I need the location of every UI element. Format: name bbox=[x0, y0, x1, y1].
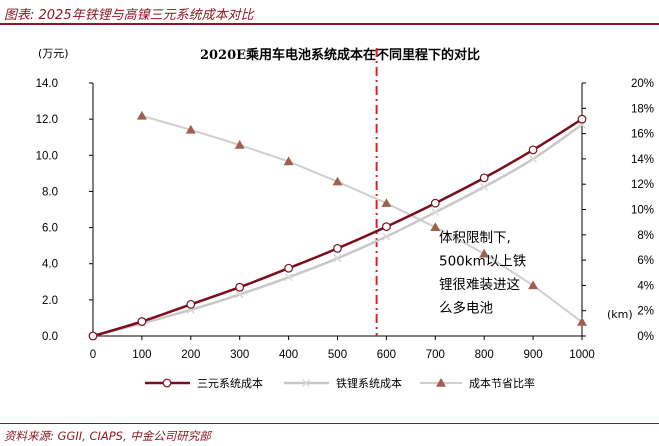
right-y-tick-label: 2% bbox=[637, 306, 654, 318]
right-y-tick-labels: 0% 2% 4% 6% 8% 10% 12% 14% 16% 18% 20% bbox=[631, 78, 654, 343]
right-y-tick-label: 10% bbox=[631, 205, 654, 217]
saving-ratio-point bbox=[528, 280, 539, 290]
x-tick-label: 700 bbox=[426, 349, 445, 361]
left-y-tick-label: 14.0 bbox=[36, 78, 58, 90]
x-axis-unit: (km) bbox=[607, 308, 633, 321]
ternary-cost-point bbox=[577, 114, 587, 124]
saving-ratio-point bbox=[283, 156, 294, 166]
x-tick-label: 900 bbox=[524, 349, 543, 361]
left-y-tick-label: 0.0 bbox=[42, 331, 58, 343]
legend-marker-lfp bbox=[301, 378, 311, 388]
x-stroke bbox=[235, 290, 244, 299]
right-y-tick-label: 4% bbox=[637, 280, 654, 292]
right-y-tick-label: 6% bbox=[637, 255, 654, 267]
right-y-tick-label: 16% bbox=[631, 129, 654, 141]
ternary-cost-point bbox=[137, 317, 147, 326]
legend-label-lfp: 铁锂系统成本 bbox=[336, 376, 402, 390]
lfp-cost-point bbox=[382, 232, 391, 241]
right-y-tick-label: 12% bbox=[631, 179, 654, 191]
series-line-saving-ratio bbox=[141, 114, 583, 323]
x-tick-label: 600 bbox=[377, 349, 396, 361]
annotation-line: 体积限制下, bbox=[439, 230, 511, 246]
ternary-cost-point bbox=[235, 282, 245, 292]
page-title: 图表: 2025年铁锂与高镍三元系统成本对比 bbox=[4, 8, 254, 23]
right-y-tick-label: 20% bbox=[631, 78, 654, 90]
x-tick-label: 300 bbox=[230, 349, 249, 361]
legend-marker-saving bbox=[436, 378, 446, 387]
ternary-cost-point bbox=[186, 299, 196, 309]
left-y-tick-label: 4.0 bbox=[42, 259, 58, 271]
footer-rule bbox=[0, 423, 659, 424]
legend-label-saving: 成本节省比率 bbox=[469, 376, 535, 390]
saving-ratio-point bbox=[479, 248, 490, 258]
x-stroke bbox=[284, 273, 293, 282]
saving-ratio-point bbox=[136, 110, 147, 120]
source-note: 资料来源: GGII, CIAPS, 中金公司研究部 bbox=[4, 429, 211, 443]
x-stroke bbox=[382, 232, 391, 241]
left-y-tick-label: 2.0 bbox=[42, 295, 58, 307]
x-tick-label: 400 bbox=[279, 349, 298, 361]
ternary-cost-point bbox=[284, 263, 294, 273]
saving-ratio-point bbox=[577, 317, 587, 326]
right-y-tick-label: 14% bbox=[631, 154, 654, 166]
y-axis-unit: (万元) bbox=[38, 47, 69, 60]
ternary-cost-point bbox=[382, 222, 391, 232]
annotation-line: 锂很难装进这 bbox=[439, 276, 520, 293]
x-stroke bbox=[480, 182, 489, 191]
lfp-cost-point bbox=[333, 254, 342, 263]
saving-ratio-point bbox=[332, 176, 343, 186]
saving-ratio-point bbox=[234, 140, 245, 149]
x-tick-label: 100 bbox=[132, 349, 151, 361]
chart-title: 2020E乘用车电池系统成本在不同里程下的对比 bbox=[200, 47, 480, 63]
x-tick-label: 800 bbox=[475, 349, 494, 361]
ternary-cost-point bbox=[528, 145, 538, 155]
ternary-cost-point bbox=[333, 243, 342, 253]
series-line-ternary-cost bbox=[92, 118, 583, 338]
saving-ratio-point bbox=[430, 222, 441, 231]
lfp-cost-point bbox=[431, 208, 440, 217]
x-stroke bbox=[431, 208, 440, 217]
annotation-line: 么多电池 bbox=[439, 300, 493, 317]
left-y-tick-label: 12.0 bbox=[36, 114, 58, 126]
x-tick-label: 200 bbox=[181, 349, 200, 361]
saving-ratio-point bbox=[381, 198, 392, 207]
left-y-tick-label: 10.0 bbox=[36, 150, 58, 162]
saving-ratio-point bbox=[185, 124, 196, 134]
ternary-cost-point bbox=[88, 331, 98, 341]
lfp-cost-point bbox=[284, 273, 293, 282]
right-y-tick-label: 18% bbox=[631, 103, 654, 115]
x-tick-label: 1000 bbox=[569, 349, 595, 361]
legend: 三元系统成本 铁锂系统成本 成本节省比率 bbox=[145, 376, 535, 390]
legend-label-ternary: 三元系统成本 bbox=[197, 376, 263, 390]
left-y-tick-label: 8.0 bbox=[42, 186, 58, 198]
ternary-cost-point bbox=[479, 173, 489, 183]
ternary-cost-point bbox=[430, 198, 440, 208]
lfp-cost-point bbox=[529, 154, 538, 163]
header-rule bbox=[0, 23, 659, 25]
right-y-tick-label: 0% bbox=[637, 331, 654, 343]
x-stroke bbox=[529, 154, 538, 163]
x-tick-label: 500 bbox=[328, 349, 347, 361]
left-y-tick-labels: 0.0 2.0 4.0 6.0 8.0 10.0 12.0 14.0 bbox=[36, 78, 58, 343]
x-tick-label: 0 bbox=[90, 349, 96, 361]
series-layer bbox=[88, 48, 587, 341]
right-y-tick-label: 8% bbox=[637, 230, 654, 242]
x-tick-labels: 0 100 200 300 400 500 600 700 800 900 1000 bbox=[90, 349, 595, 361]
left-y-tick-label: 6.0 bbox=[42, 223, 58, 235]
x-stroke bbox=[301, 378, 311, 388]
lfp-cost-point bbox=[480, 182, 489, 191]
annotation-line: 500km以上铁 bbox=[439, 254, 527, 270]
lfp-cost-point bbox=[235, 290, 244, 299]
legend-marker-ternary bbox=[162, 378, 172, 388]
x-stroke bbox=[333, 254, 342, 263]
